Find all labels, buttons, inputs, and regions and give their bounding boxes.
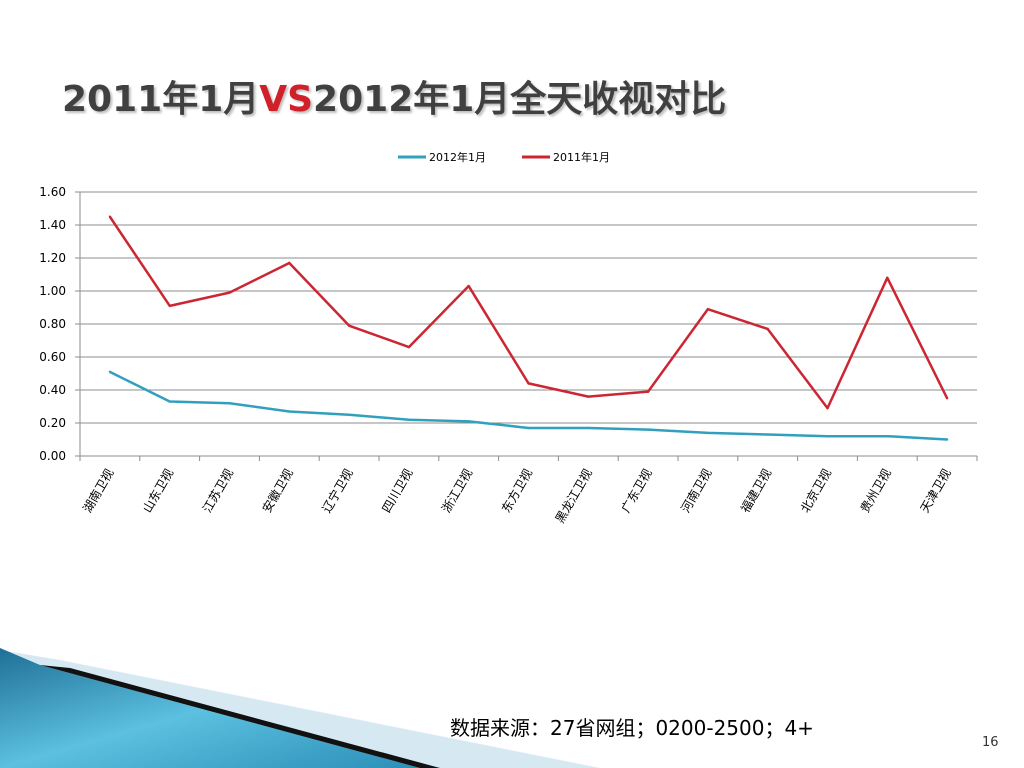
- x-category-label: 黑龙江卫视: [552, 466, 595, 525]
- data-point: [527, 426, 530, 430]
- data-point: [467, 284, 470, 288]
- data-point: [407, 345, 411, 349]
- page-number: 16: [982, 735, 999, 750]
- data-point: [347, 413, 351, 416]
- data-point: [228, 291, 231, 294]
- data-point: [347, 324, 351, 327]
- y-tick-label: 0.20: [39, 416, 66, 430]
- legend-label: 2011年1月: [553, 150, 610, 164]
- data-point: [766, 433, 769, 436]
- data-point: [527, 382, 530, 385]
- legend-label: 2012年1月: [429, 150, 486, 164]
- data-point: [826, 406, 829, 410]
- y-tick-label: 0.60: [39, 350, 66, 364]
- series-line-1: [108, 216, 949, 410]
- x-category-label: 河南卫视: [677, 466, 714, 515]
- data-point: [945, 438, 949, 441]
- x-category-label: 福建卫视: [737, 466, 774, 515]
- data-point: [288, 410, 291, 413]
- x-category-label: 四川卫视: [378, 466, 415, 515]
- y-tick-label: 1.20: [39, 251, 66, 265]
- x-category-label: 湖南卫视: [79, 466, 116, 515]
- data-point: [766, 327, 769, 331]
- x-category-label: 辽宁卫视: [319, 466, 356, 515]
- data-point: [706, 307, 710, 311]
- data-point: [886, 276, 889, 279]
- data-point: [646, 390, 650, 393]
- data-point: [168, 400, 171, 403]
- y-tick-label: 0.00: [39, 449, 66, 463]
- y-tick-label: 0.40: [39, 383, 66, 397]
- data-point: [228, 402, 231, 405]
- data-point: [108, 215, 112, 218]
- data-point: [886, 435, 889, 438]
- x-category-label: 浙江卫视: [438, 466, 475, 515]
- x-category-label: 北京卫视: [797, 466, 834, 515]
- y-tick-label: 1.00: [39, 284, 66, 298]
- x-category-label: 江苏卫视: [199, 466, 236, 515]
- data-point: [288, 261, 291, 265]
- slide-title: 2011年1月VS2012年1月全天收视对比: [62, 70, 726, 122]
- title-part-1: 2011年1月: [62, 79, 260, 120]
- x-category-label: 东方卫视: [498, 466, 535, 515]
- title-part-2: 2012年1月全天收视对比: [313, 79, 727, 120]
- data-point: [587, 426, 590, 430]
- data-point: [108, 370, 112, 374]
- title-vs: VS: [259, 79, 314, 120]
- data-source-note: 数据来源：27省网组；0200-2500；4+: [450, 716, 814, 740]
- y-tick-label: 1.60: [39, 185, 66, 199]
- y-tick-label: 0.80: [39, 317, 66, 331]
- data-point: [826, 435, 829, 438]
- x-category-label: 广东卫视: [618, 466, 655, 515]
- x-category-label: 安徽卫视: [259, 466, 296, 515]
- data-point: [407, 418, 411, 421]
- data-point: [587, 395, 590, 398]
- data-point: [945, 397, 949, 400]
- data-point: [646, 428, 650, 431]
- data-point: [706, 431, 710, 435]
- y-tick-label: 1.40: [39, 218, 66, 232]
- x-category-label: 山东卫视: [139, 466, 176, 515]
- x-category-label: 贵州卫视: [857, 466, 894, 515]
- data-point: [467, 420, 470, 423]
- data-point: [168, 304, 171, 308]
- x-category-label: 天津卫视: [917, 466, 954, 515]
